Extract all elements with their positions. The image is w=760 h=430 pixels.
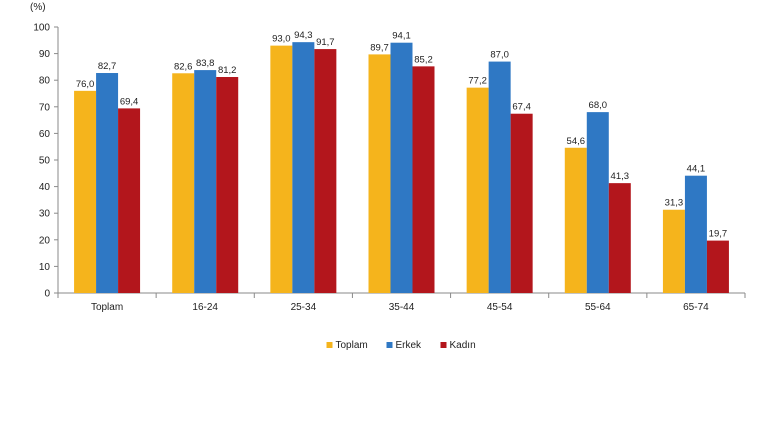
x-category-label: 45-54 — [487, 302, 513, 313]
data-label: 91,7 — [316, 37, 335, 48]
bar — [510, 113, 533, 293]
bar — [466, 87, 489, 293]
y-tick-label: 20 — [39, 235, 51, 246]
data-label: 54,6 — [567, 136, 586, 147]
bar — [586, 112, 609, 294]
data-label: 19,7 — [709, 229, 728, 240]
data-label: 41,3 — [611, 171, 630, 182]
bar — [488, 61, 511, 293]
data-label: 82,6 — [174, 61, 193, 72]
bar — [706, 240, 729, 293]
bar — [390, 42, 413, 293]
y-tick-label: 60 — [39, 129, 51, 140]
data-label: 94,3 — [294, 30, 313, 41]
y-axis: 0 10 20 30 40 50 60 70 80 90 100 — [33, 23, 59, 300]
bar — [662, 209, 685, 293]
bar — [194, 70, 217, 293]
legend-swatch — [326, 342, 333, 348]
data-label: 44,1 — [687, 164, 706, 175]
data-labels-group: 76,082,7 69,4 82,6 83,881,2 93,0 94,391,7 89,7… — [76, 30, 727, 239]
bar — [270, 45, 293, 294]
bar — [96, 73, 119, 293]
data-label: 85,2 — [414, 54, 433, 65]
bar — [684, 175, 707, 293]
legend-swatch — [386, 342, 393, 348]
x-category-label: 65-74 — [683, 302, 709, 313]
data-label: 77,2 — [468, 76, 487, 87]
data-label: 69,4 — [120, 96, 139, 107]
data-label: 31,3 — [665, 198, 684, 209]
y-tick-label: 80 — [39, 76, 51, 87]
legend-swatch — [440, 342, 447, 348]
bar — [292, 42, 315, 293]
bar — [564, 147, 587, 293]
y-tick-label: 10 — [39, 262, 51, 273]
data-label: 67,4 — [512, 102, 531, 113]
legend-label: Erkek — [396, 340, 423, 351]
data-label: 93,0 — [272, 34, 291, 45]
bar — [74, 90, 97, 293]
y-tick-label: 40 — [39, 182, 51, 193]
x-axis: Toplam 16-24 25-34 35-44 45-54 55-64 65-74 — [57, 292, 746, 313]
data-label: 94,1 — [392, 31, 411, 42]
data-label: 68,0 — [589, 100, 608, 111]
y-tick-label: 90 — [39, 49, 51, 60]
bars-group — [74, 42, 729, 294]
x-category-label: 35-44 — [389, 302, 415, 313]
y-tick-label: 100 — [33, 23, 50, 34]
bar — [412, 66, 435, 293]
x-category-label: Toplam — [91, 302, 123, 313]
y-tick-label: 0 — [44, 289, 50, 300]
bar — [314, 49, 337, 293]
x-category-label: 16-24 — [192, 302, 218, 313]
bar — [368, 54, 391, 294]
legend-label: Toplam — [336, 340, 368, 351]
x-category-label: 25-34 — [291, 302, 317, 313]
data-label: 83,8 — [196, 58, 215, 69]
bar — [216, 77, 239, 294]
data-label: 76,0 — [76, 79, 95, 90]
legend: Toplam Erkek Kadın — [326, 340, 476, 351]
x-category-label: 55-64 — [585, 302, 611, 313]
bar — [118, 108, 141, 293]
data-label: 82,7 — [98, 61, 117, 72]
data-label: 87,0 — [490, 50, 509, 61]
y-tick-label: 50 — [39, 156, 51, 167]
data-label: 89,7 — [370, 42, 389, 53]
y-tick-label: 70 — [39, 102, 51, 113]
legend-label: Kadın — [450, 340, 476, 351]
data-label: 81,2 — [218, 65, 237, 76]
y-unit-label: (%) — [30, 2, 46, 13]
y-tick-label: 30 — [39, 209, 51, 220]
bar — [608, 183, 631, 293]
bar — [172, 73, 195, 293]
